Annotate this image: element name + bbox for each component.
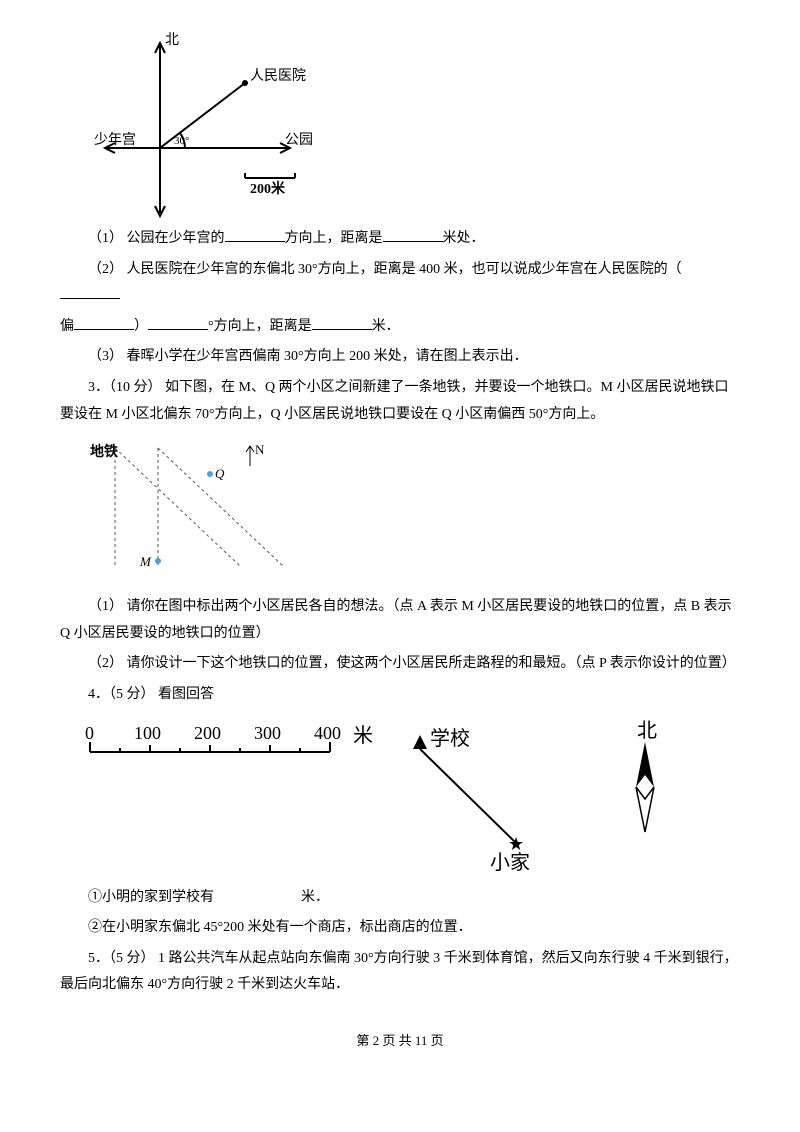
s0: 0 <box>85 723 94 743</box>
q5: 5．（5 分） 1 路公共汽车从起点站向东偏南 30°方向行驶 3 千米到体育馆… <box>60 946 740 999</box>
q1-2-a: （2） 人民医院在少年宫的东偏北 30°方向上，距离是 400 米，也可以说成少… <box>88 262 682 277</box>
q4-2: ②在小明家东偏北 45°200 米处有一个商店，标出商店的位置． <box>60 915 740 942</box>
fig1-right: 公园 <box>285 133 313 148</box>
blank[interactable] <box>148 316 208 330</box>
svg-text:★: ★ <box>508 834 524 854</box>
fig1-angle: 30° <box>174 135 189 147</box>
school-label: 学校 <box>430 727 470 750</box>
q1-2-line1: （2） 人民医院在少年宫的东偏北 30°方向上，距离是 400 米，也可以说成少… <box>60 257 740 310</box>
svg-fig2: 地铁 N Q M <box>90 436 320 586</box>
q1-1-a: （1） 公园在少年宫的 <box>88 231 225 246</box>
q1-1-c: 米处． <box>443 231 485 246</box>
fig2-q: Q <box>215 466 225 481</box>
q3-intro: 3．（10 分） 如下图，在 M、Q 两个小区之间新建了一条地铁，并要设一个地铁… <box>60 375 740 428</box>
blank[interactable] <box>225 228 285 242</box>
q1-2-d: °方向上，距离是 <box>208 319 312 334</box>
q3-1: （1） 请你在图中标出两个小区居民各自的想法。（点 A 表示 M 小区居民要设的… <box>60 594 740 647</box>
blank[interactable] <box>74 316 134 330</box>
fig2-north: N <box>255 442 265 457</box>
su: 米 <box>353 724 373 747</box>
q1-3: （3） 春晖小学在少年宫西偏南 30°方向上 200 米处，请在图上表示出． <box>60 344 740 371</box>
blank[interactable] <box>60 285 120 299</box>
blank[interactable] <box>383 228 443 242</box>
figure-school: 0 100 200 300 400 米 学校 ★ 小家 北 <box>70 717 740 877</box>
blank-plain[interactable] <box>218 887 298 901</box>
q1-2-b: 偏 <box>60 319 74 334</box>
q1-2-line2: 偏 ） °方向上，距离是 米． <box>60 314 740 341</box>
figure-compass-1: 北 人民医院 少年宫 公园 30° 200米 <box>90 28 740 218</box>
s3: 300 <box>254 723 281 743</box>
q4-1-a: ①小明的家到学校有 <box>88 890 214 905</box>
fig2-m: M <box>139 554 152 569</box>
fig1-left: 少年宫 <box>94 132 136 148</box>
figure-metro: 地铁 N Q M <box>90 436 740 586</box>
north-label: 北 <box>637 719 657 742</box>
fig1-ne: 人民医院 <box>250 68 306 84</box>
home-label: 小家 <box>490 851 530 874</box>
q1-1-b: 方向上，距离是 <box>285 231 383 246</box>
svg-fig3: 0 100 200 300 400 米 学校 ★ 小家 北 <box>70 717 710 877</box>
blank[interactable] <box>312 316 372 330</box>
fig1-scale: 200米 <box>250 180 286 197</box>
page-footer: 第 2 页 共 11 页 <box>60 1029 740 1054</box>
q3-2: （2） 请你设计一下这个地铁口的位置，使这两个小区居民所走路程的和最短。（点 P… <box>60 651 740 678</box>
q4-intro: 4．（5 分） 看图回答 <box>60 682 740 709</box>
q1-1: （1） 公园在少年宫的 方向上，距离是 米处． <box>60 226 740 253</box>
fig2-metro: 地铁 <box>90 443 118 460</box>
s1: 100 <box>134 723 161 743</box>
q4-1: ①小明的家到学校有 米． <box>60 885 740 912</box>
q4-1-b: 米． <box>301 890 329 905</box>
svg-fig1: 北 人民医院 少年宫 公园 30° 200米 <box>90 28 320 218</box>
q1-2-c: ） <box>134 319 148 334</box>
fig1-north: 北 <box>165 32 179 48</box>
s4: 400 <box>314 723 341 743</box>
q1-2-e: 米． <box>372 319 400 334</box>
s2: 200 <box>194 723 221 743</box>
